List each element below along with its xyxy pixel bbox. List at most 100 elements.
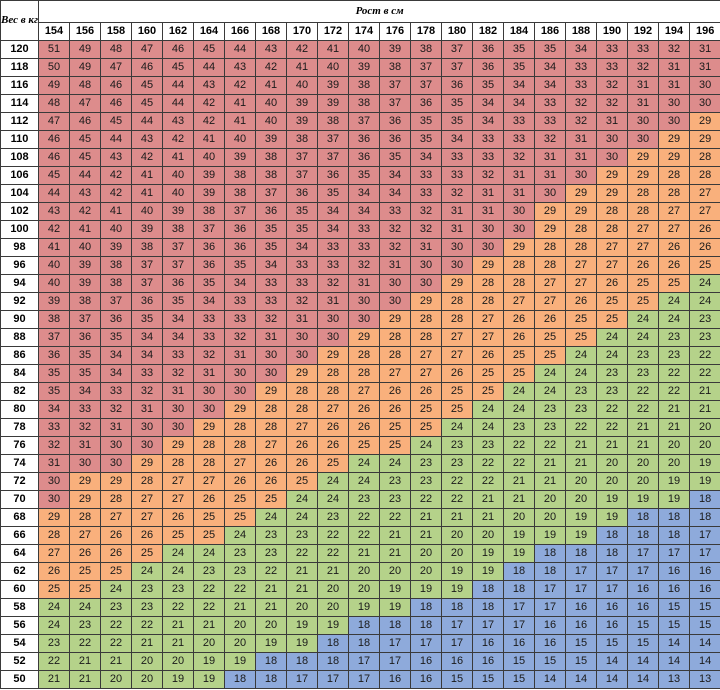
bmi-cell: 18 — [503, 580, 535, 599]
bmi-cell: 20 — [627, 454, 659, 473]
bmi-cell: 33 — [317, 238, 349, 257]
bmi-cell: 17 — [472, 616, 504, 635]
bmi-cell: 25 — [193, 508, 225, 527]
bmi-cell: 34 — [69, 382, 101, 401]
bmi-cell: 34 — [348, 184, 380, 203]
bmi-cell: 27 — [441, 346, 473, 365]
bmi-cell: 35 — [534, 40, 566, 59]
bmi-cell: 19 — [565, 526, 597, 545]
bmi-cell: 22 — [131, 616, 163, 635]
bmi-cell: 42 — [255, 58, 287, 77]
bmi-cell: 18 — [688, 508, 720, 527]
bmi-cell: 40 — [38, 274, 70, 293]
bmi-cell: 32 — [627, 58, 659, 77]
bmi-cell: 36 — [255, 202, 287, 221]
weight-header-cell: 90 — [0, 310, 39, 329]
bmi-cell: 28 — [224, 436, 256, 455]
bmi-cell: 35 — [472, 76, 504, 95]
bmi-cell: 43 — [38, 202, 70, 221]
bmi-cell: 32 — [379, 238, 411, 257]
bmi-cell: 35 — [100, 328, 132, 347]
bmi-cell: 40 — [162, 184, 194, 203]
bmi-cell: 51 — [38, 40, 70, 59]
bmi-cell: 36 — [224, 220, 256, 239]
bmi-cell: 24 — [193, 544, 225, 563]
bmi-cell: 28 — [658, 184, 690, 203]
bmi-cell: 21 — [69, 670, 101, 689]
bmi-cell: 26 — [503, 328, 535, 347]
bmi-cell: 23 — [131, 598, 163, 617]
bmi-cell: 25 — [131, 544, 163, 563]
bmi-cell: 19 — [503, 544, 535, 563]
bmi-cell: 19 — [410, 580, 442, 599]
bmi-cell: 23 — [193, 562, 225, 581]
bmi-cell: 43 — [255, 40, 287, 59]
bmi-cell: 22 — [379, 508, 411, 527]
bmi-cell: 22 — [69, 634, 101, 653]
weight-header-cell: 50 — [0, 670, 39, 689]
bmi-cell: 33 — [286, 256, 318, 275]
bmi-cell: 33 — [193, 328, 225, 347]
bmi-cell: 24 — [441, 418, 473, 437]
bmi-cell: 24 — [596, 346, 628, 365]
bmi-cell: 25 — [69, 580, 101, 599]
bmi-cell: 19 — [348, 598, 380, 617]
bmi-cell: 39 — [162, 202, 194, 221]
bmi-cell: 16 — [379, 670, 411, 689]
bmi-cell: 30 — [100, 454, 132, 473]
bmi-cell: 24 — [688, 292, 720, 311]
height-header-cell: 178 — [410, 22, 442, 41]
bmi-cell: 42 — [69, 202, 101, 221]
bmi-cell: 38 — [348, 76, 380, 95]
bmi-cell: 28 — [69, 508, 101, 527]
bmi-cell: 14 — [565, 670, 597, 689]
bmi-cell: 19 — [596, 490, 628, 509]
bmi-cell: 30 — [472, 220, 504, 239]
bmi-cell: 20 — [596, 472, 628, 491]
bmi-cell: 36 — [69, 328, 101, 347]
bmi-cell: 29 — [565, 184, 597, 203]
bmi-cell: 23 — [658, 328, 690, 347]
table-row: 116 49 48 46 45 44 43 42 41 40 39 38 37 37 36 35 34 34 33 3… — [0, 76, 720, 95]
bmi-cell: 24 — [38, 598, 70, 617]
bmi-cell: 30 — [224, 382, 256, 401]
bmi-cell: 29 — [255, 382, 287, 401]
weight-header-cell: 86 — [0, 346, 39, 365]
bmi-cell: 25 — [193, 526, 225, 545]
bmi-cell: 15 — [658, 598, 690, 617]
weight-header-cell: 56 — [0, 616, 39, 635]
bmi-cell: 25 — [410, 418, 442, 437]
bmi-cell: 34 — [565, 40, 597, 59]
bmi-cell: 33 — [193, 310, 225, 329]
bmi-cell: 40 — [348, 40, 380, 59]
bmi-cell: 27 — [658, 202, 690, 221]
bmi-cell: 45 — [131, 76, 163, 95]
bmi-cell: 15 — [503, 652, 535, 671]
bmi-cell: 25 — [503, 346, 535, 365]
bmi-cell: 21 — [379, 544, 411, 563]
weight-header-cell: 60 — [0, 580, 39, 599]
bmi-cell: 21 — [162, 616, 194, 635]
weight-header-label: Вес в кг — [0, 0, 39, 41]
bmi-cell: 27 — [688, 184, 720, 203]
weight-header-cell: 96 — [0, 256, 39, 275]
bmi-cell: 31 — [688, 58, 720, 77]
bmi-cell: 36 — [348, 130, 380, 149]
bmi-cell: 30 — [131, 418, 163, 437]
table-row: 84 35 35 34 33 32 31 30 30 29 28 28 27 27 26 25 25 24 24 23… — [0, 364, 720, 383]
bmi-cell: 20 — [688, 418, 720, 437]
bmi-cell: 33 — [627, 40, 659, 59]
bmi-cell: 22 — [688, 346, 720, 365]
weight-header-cell: 54 — [0, 634, 39, 653]
bmi-cell: 29 — [627, 148, 659, 167]
bmi-cell: 27 — [162, 490, 194, 509]
bmi-cell: 36 — [472, 58, 504, 77]
bmi-cell: 42 — [224, 76, 256, 95]
bmi-cell: 29 — [410, 292, 442, 311]
bmi-cell: 18 — [658, 526, 690, 545]
bmi-cell: 23 — [688, 328, 720, 347]
bmi-cell: 27 — [38, 544, 70, 563]
bmi-cell: 21 — [69, 652, 101, 671]
bmi-cell: 33 — [503, 112, 535, 131]
